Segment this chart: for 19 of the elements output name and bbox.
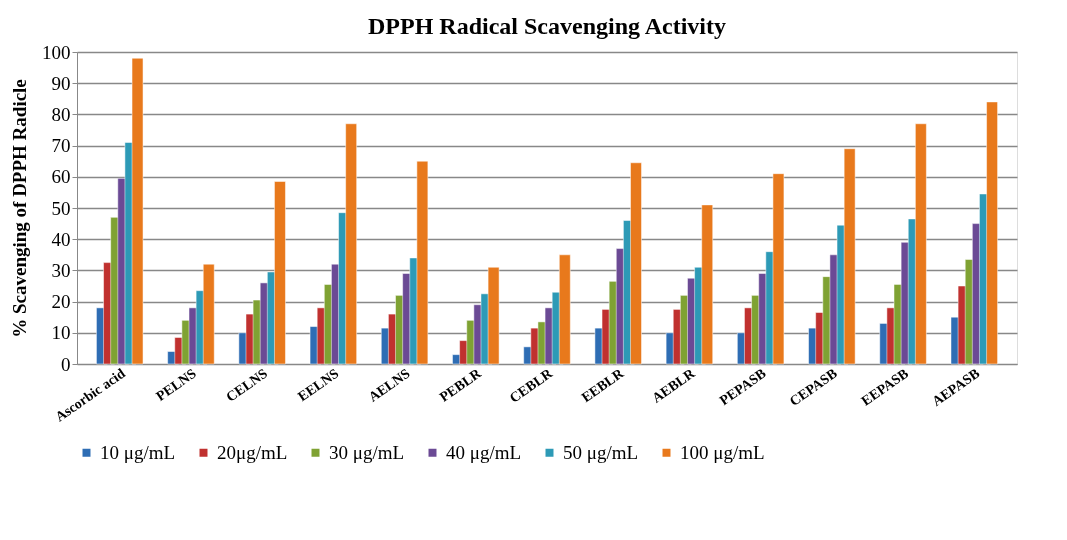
y-tick-label: 30	[51, 259, 71, 281]
y-tick-label: 60	[51, 166, 71, 188]
y-tick-label: 100	[42, 41, 71, 63]
y-tick-label: 70	[51, 135, 71, 157]
legend-label: 20μg/mL	[217, 441, 288, 463]
y-tick-label: 0	[61, 353, 71, 375]
y-tick-label: 40	[51, 228, 71, 250]
y-axis-title: % Scavenging of DPPH Radicle	[9, 79, 30, 338]
legend-label: 50 μg/mL	[563, 441, 639, 463]
legend-label: 30 μg/mL	[329, 441, 405, 463]
legend-label: 10 μg/mL	[100, 441, 176, 463]
y-tick-label: 20	[51, 291, 71, 313]
legend-label: 100 μg/mL	[680, 441, 765, 463]
chart-title: DPPH Radical Scavenging Activity	[368, 13, 726, 39]
y-tick-label: 80	[51, 103, 71, 125]
y-tick-label: 10	[51, 322, 71, 344]
y-tick-label: 90	[51, 72, 71, 94]
legend-label: 40 μg/mL	[446, 441, 522, 463]
y-tick-label: 50	[51, 197, 71, 219]
